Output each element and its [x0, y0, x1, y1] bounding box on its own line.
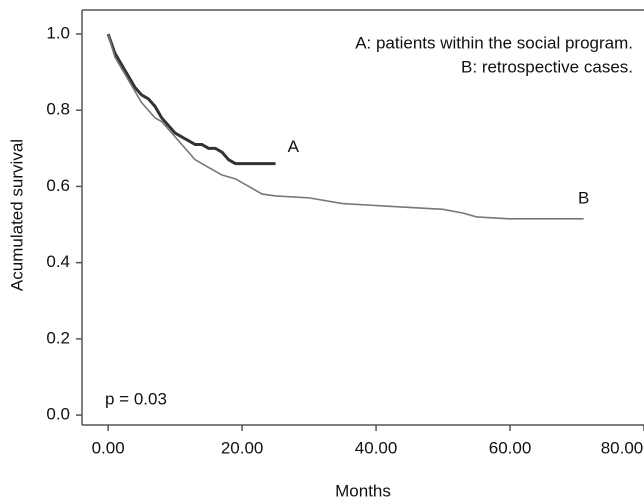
- survival-curve: [106, 33, 276, 166]
- y-tick-label: 0.8: [46, 100, 70, 119]
- y-axis-label: Acumulated survival: [7, 139, 26, 291]
- curve-label: B: [578, 188, 589, 207]
- x-tick-label: 40.00: [355, 438, 398, 457]
- legend-entry: B: retrospective cases.: [461, 57, 633, 76]
- y-tick-label: 0.4: [46, 252, 70, 271]
- legend-entry: A: patients within the social program.: [355, 33, 633, 52]
- survival-curve: [107, 33, 584, 220]
- x-tick-label: 0.00: [92, 438, 125, 457]
- p-value: p = 0.03: [105, 389, 167, 408]
- y-tick-label: 0.2: [46, 328, 70, 347]
- curve-label: A: [288, 137, 300, 156]
- x-tick-label: 20.00: [221, 438, 264, 457]
- x-tick-label: 80.00: [601, 438, 644, 457]
- y-tick-label: 1.0: [46, 23, 70, 42]
- y-tick-label: 0.0: [46, 405, 70, 424]
- x-tick-label: 60.00: [489, 438, 532, 457]
- y-tick-label: 0.6: [46, 176, 70, 195]
- x-axis-label: Months: [335, 481, 391, 500]
